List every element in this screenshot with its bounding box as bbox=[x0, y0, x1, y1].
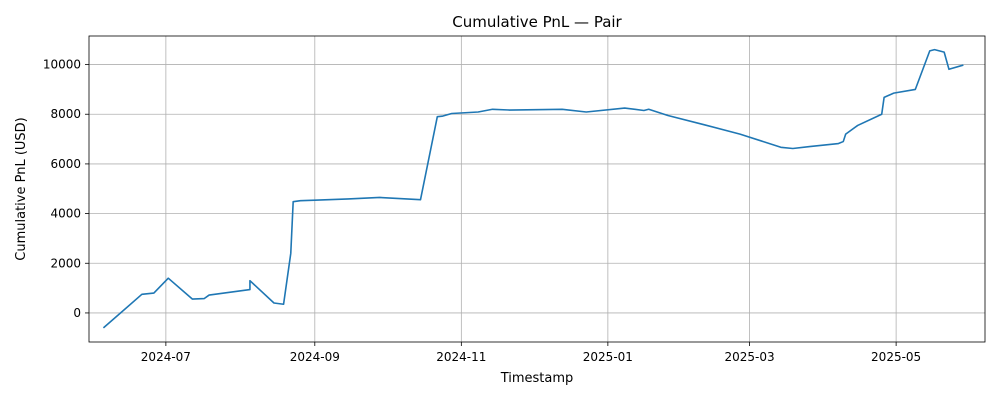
x-tick-label: 2024-07 bbox=[141, 350, 191, 364]
y-axis-ticks: 0 2000 4000 6000 8000 10000 bbox=[43, 58, 89, 320]
x-tick-label: 2025-05 bbox=[871, 350, 921, 364]
x-tick-label: 2025-01 bbox=[583, 350, 633, 364]
y-tick-label: 4000 bbox=[50, 207, 81, 221]
y-tick-label: 2000 bbox=[50, 256, 81, 270]
y-tick-label: 10000 bbox=[43, 58, 81, 72]
plot-frame bbox=[88, 35, 986, 343]
x-axis-ticks: 2024-07 2024-09 2024-11 2025-01 2025-03 2025-… bbox=[141, 342, 921, 364]
grid-lines bbox=[89, 36, 985, 342]
y-axis-label: Cumulative PnL (USD) bbox=[14, 117, 29, 260]
x-axis-label: Timestamp bbox=[500, 371, 574, 386]
plot-area bbox=[102, 48, 964, 329]
x-tick-label: 2025-03 bbox=[725, 350, 775, 364]
y-tick-label: 8000 bbox=[50, 107, 81, 121]
pnl-series-line bbox=[102, 48, 964, 329]
y-tick-label: 6000 bbox=[50, 157, 81, 171]
x-tick-label: 2024-11 bbox=[436, 350, 486, 364]
chart-title: Cumulative PnL — Pair bbox=[452, 13, 622, 31]
y-tick-label: 0 bbox=[73, 306, 81, 320]
x-tick-label: 2024-09 bbox=[290, 350, 340, 364]
